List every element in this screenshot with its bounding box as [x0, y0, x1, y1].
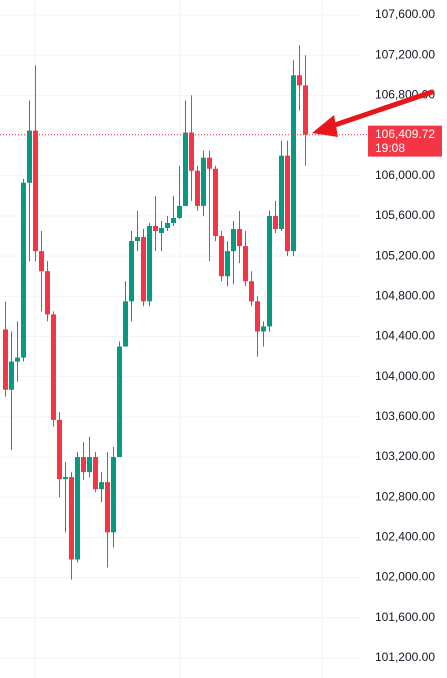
candle-body	[177, 205, 182, 218]
countdown-label: 19:08	[375, 141, 405, 155]
candle-body	[297, 75, 302, 86]
candle-body	[165, 222, 170, 229]
candle-body	[273, 215, 278, 230]
candle-body	[51, 314, 56, 420]
candle-body	[195, 170, 200, 206]
candle-body	[183, 132, 188, 206]
candle-body	[117, 346, 122, 458]
y-tick-label: 101,200.00	[375, 650, 435, 664]
candle-body	[231, 229, 236, 252]
candle-body	[213, 168, 218, 237]
last-price-label: 106,409.72	[375, 127, 435, 141]
candle-body	[99, 482, 104, 490]
candle-body	[201, 157, 206, 206]
y-tick-label: 102,000.00	[375, 570, 435, 584]
last-price-box	[368, 125, 442, 157]
y-tick-label: 107,600.00	[375, 7, 435, 21]
arrow-head	[312, 115, 338, 137]
y-tick-label: 103,600.00	[375, 409, 435, 423]
candle-body	[69, 477, 74, 560]
y-tick-label: 105,600.00	[375, 208, 435, 222]
candle-body	[219, 236, 224, 277]
candle-body	[261, 326, 266, 332]
candle-body	[129, 241, 134, 302]
candle-body	[303, 85, 308, 135]
candle-body	[189, 132, 194, 171]
candle-body	[45, 271, 50, 315]
candle-body	[3, 329, 8, 390]
arrow	[323, 89, 435, 131]
candle-body	[225, 251, 230, 277]
y-tick-label: 107,200.00	[375, 47, 435, 61]
candle-body	[33, 130, 38, 252]
candle-body	[27, 130, 32, 183]
price-axis: 101,200.00 101,600.00 102,000.00 102,400.00…	[375, 7, 435, 664]
candle-body	[15, 357, 20, 362]
candle-body	[111, 457, 116, 533]
candle-body	[93, 457, 98, 490]
candle-body	[171, 217, 176, 223]
y-tick-label: 104,000.00	[375, 369, 435, 383]
candle-body	[255, 301, 260, 332]
candle-body	[63, 477, 68, 480]
candle-body	[9, 361, 14, 390]
candle-body	[21, 182, 26, 358]
candles	[3, 45, 308, 580]
candle-body	[279, 155, 284, 230]
candle-body	[285, 155, 290, 252]
candle-body	[159, 228, 164, 234]
y-tick-label: 104,800.00	[375, 288, 435, 302]
y-tick-label: 104,400.00	[375, 329, 435, 343]
y-tick-label: 102,800.00	[375, 489, 435, 503]
candle-body	[105, 482, 110, 533]
candle-body	[39, 251, 44, 272]
candle-body	[57, 419, 62, 480]
candle-body	[291, 75, 296, 252]
candle-body	[135, 237, 140, 242]
candle-body	[237, 229, 242, 247]
candle-body	[81, 457, 86, 473]
y-tick-label: 103,200.00	[375, 449, 435, 463]
candle-body	[141, 237, 146, 302]
candle-body	[87, 457, 92, 473]
y-tick-label: 106,000.00	[375, 168, 435, 182]
candle-body	[249, 281, 254, 302]
candle-body	[123, 301, 128, 347]
candle-body	[207, 157, 212, 169]
candle-body	[267, 215, 272, 327]
y-tick-label: 105,200.00	[375, 248, 435, 262]
y-tick-label: 102,400.00	[375, 530, 435, 544]
grid	[0, 0, 360, 678]
candle-body	[147, 226, 152, 302]
y-tick-label: 101,600.00	[375, 610, 435, 624]
candle-body	[153, 226, 158, 232]
candle-body	[243, 246, 248, 282]
candle-body	[75, 457, 80, 560]
